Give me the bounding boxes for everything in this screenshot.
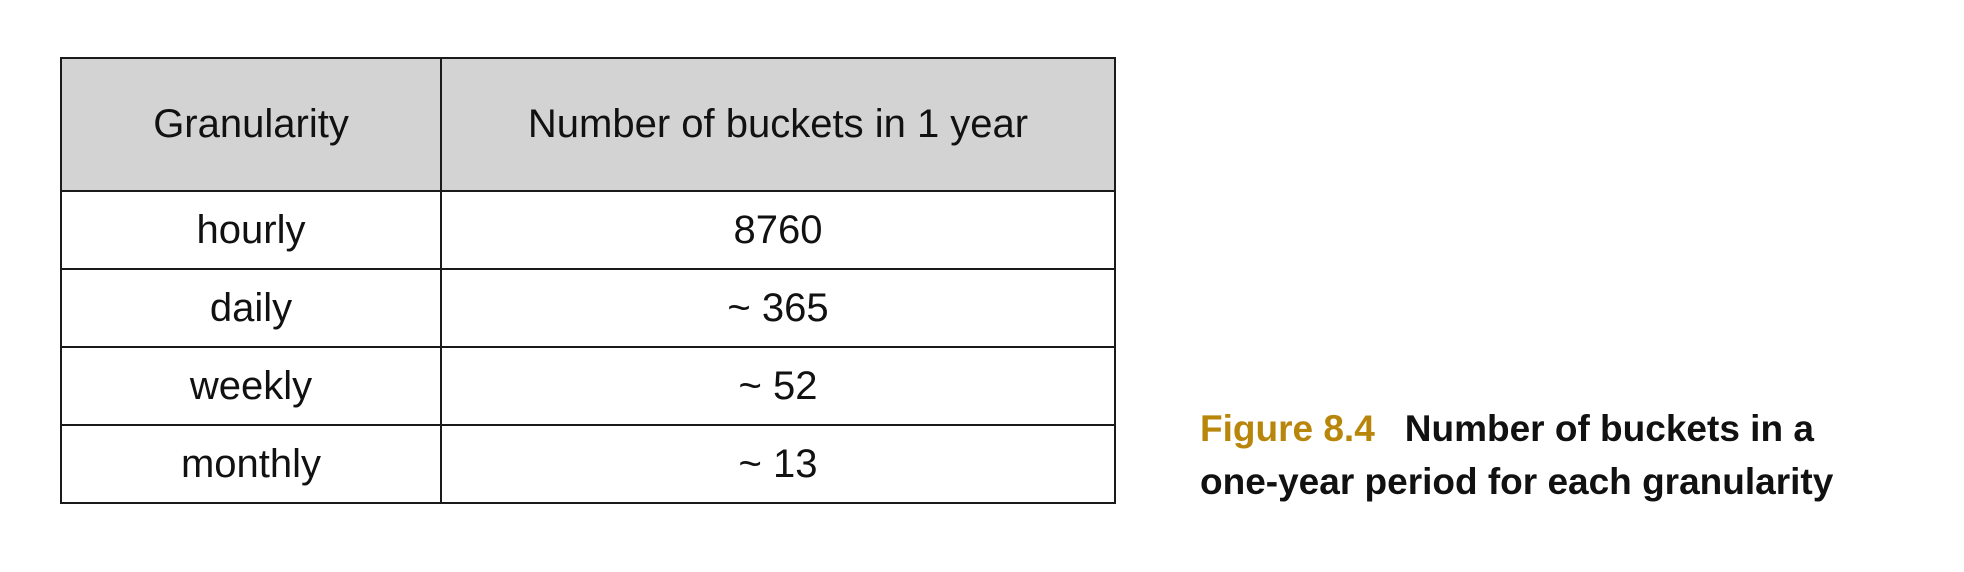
caption-line-1: Number of buckets in a [1404,408,1814,449]
buckets-cell: ~ 365 [440,268,1116,348]
granularity-cell: hourly [60,190,442,270]
granularity-cell: daily [60,268,442,348]
table-row: weekly ~ 52 [60,346,1116,426]
table-header-row: Granularity Number of buckets in 1 year [60,57,1116,192]
figure-caption: Figure 8.4 Number of buckets in a one-yea… [1200,402,1940,508]
buckets-cell: ~ 13 [440,424,1116,504]
header-buckets: Number of buckets in 1 year [440,57,1116,192]
figure-label: Figure 8.4 [1200,408,1375,449]
table-row: monthly ~ 13 [60,424,1116,504]
buckets-cell: ~ 52 [440,346,1116,426]
granularity-cell: weekly [60,346,442,426]
header-granularity: Granularity [60,57,442,192]
caption-line-2: one-year period for each granularity [1200,461,1834,502]
buckets-table: Granularity Number of buckets in 1 year … [60,57,1116,504]
granularity-cell: monthly [60,424,442,504]
table-row: hourly 8760 [60,190,1116,270]
table-row: daily ~ 365 [60,268,1116,348]
buckets-cell: 8760 [440,190,1116,270]
